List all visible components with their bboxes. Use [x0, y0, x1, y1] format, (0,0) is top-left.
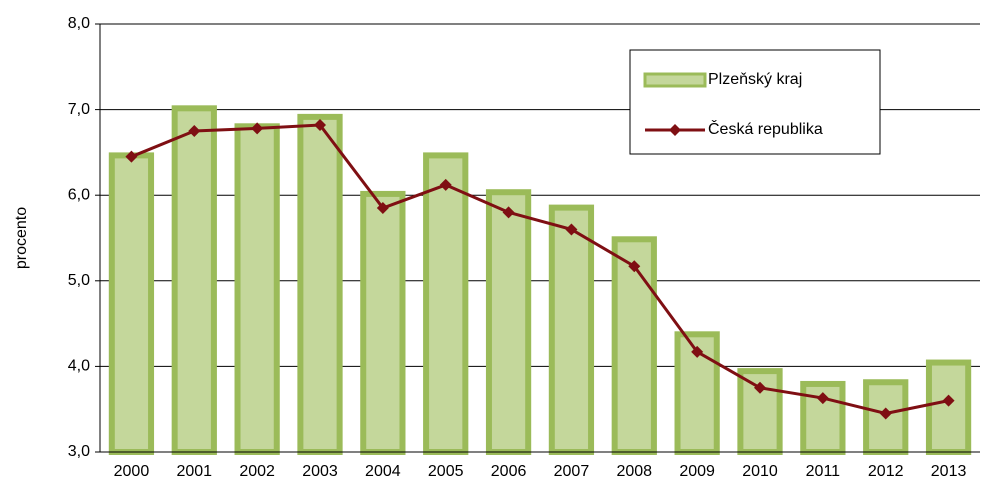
- bar: [108, 152, 155, 455]
- bar: [485, 189, 532, 455]
- legend-label: Plzeňský kraj: [708, 71, 802, 88]
- legend-label: Česká republika: [708, 119, 823, 138]
- y-tick-label: 6,0: [68, 186, 90, 203]
- x-tick-label: 2004: [365, 463, 401, 480]
- legend-marker: [669, 124, 681, 136]
- line-marker: [565, 223, 578, 236]
- line-marker: [816, 392, 829, 405]
- x-tick-label: 2009: [679, 463, 715, 480]
- line-marker: [942, 394, 955, 407]
- y-tick-label: 3,0: [68, 443, 90, 460]
- line-marker: [314, 119, 326, 132]
- y-tick-label: 4,0: [68, 358, 90, 375]
- y-tick-label: 8,0: [68, 15, 90, 32]
- x-tick-label: 2003: [302, 463, 338, 480]
- y-tick-label: 7,0: [68, 101, 90, 118]
- x-tick-label: 2006: [491, 463, 527, 480]
- line-marker: [628, 260, 641, 273]
- bar: [360, 190, 406, 455]
- line-marker: [251, 122, 264, 135]
- x-tick-label: 2000: [114, 463, 150, 480]
- x-tick-label: 2008: [616, 463, 652, 480]
- legend-box: [629, 49, 881, 155]
- line-marker: [376, 202, 389, 215]
- x-tick-label: 2007: [554, 463, 590, 480]
- x-tick-label: 2002: [239, 463, 275, 480]
- bar: [297, 113, 343, 455]
- line-marker: [754, 381, 766, 394]
- legend-swatch: [643, 72, 707, 88]
- x-tick-label: 2005: [428, 463, 464, 480]
- line-marker: [691, 345, 704, 358]
- x-tick-label: 2011: [806, 463, 841, 480]
- bar: [925, 359, 972, 455]
- x-tick-label: 2013: [931, 463, 967, 480]
- line: [130, 123, 949, 416]
- y-tick-label: 5,0: [68, 272, 90, 289]
- bar: [171, 105, 217, 455]
- x-tick-label: 2010: [742, 463, 778, 480]
- line-marker: [188, 125, 201, 137]
- line-marker: [439, 178, 452, 191]
- bar: [863, 379, 909, 455]
- bar: [234, 123, 280, 456]
- x-tick-label: 2012: [868, 463, 904, 480]
- line-marker: [879, 407, 892, 420]
- y-axis-label: procento: [13, 207, 30, 269]
- bar: [611, 236, 657, 455]
- line-marker: [125, 150, 138, 163]
- line-marker: [502, 206, 515, 219]
- x-tick-label: 2001: [176, 463, 212, 480]
- bar: [423, 152, 469, 455]
- bar: [548, 204, 595, 455]
